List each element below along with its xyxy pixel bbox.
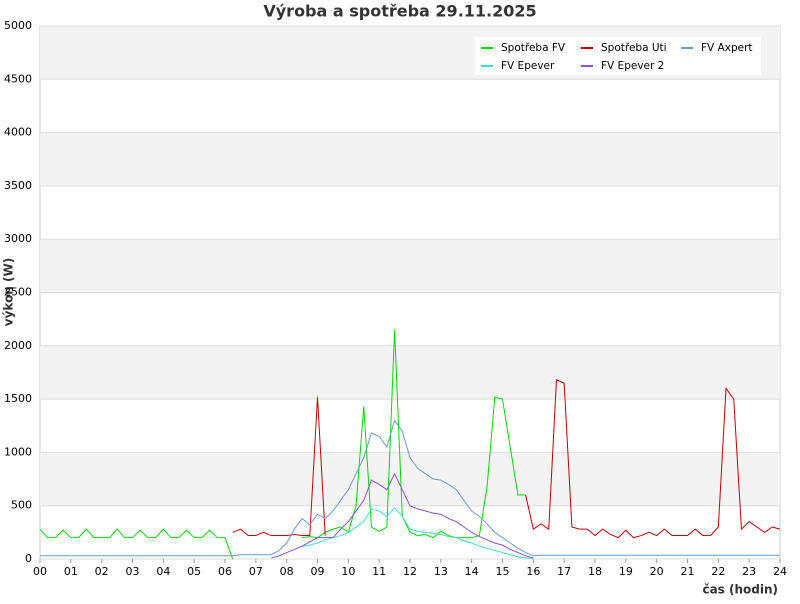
x-tick-label: 19 [619, 565, 633, 578]
x-tick-label: 01 [64, 565, 78, 578]
grid-band [40, 345, 780, 400]
series-line [302, 507, 534, 559]
x-tick-label: 06 [218, 565, 232, 578]
x-tick-label: 07 [249, 565, 263, 578]
y-tick-label: 1000 [4, 445, 32, 458]
x-tick-label: 15 [496, 565, 510, 578]
x-tick-label: 17 [557, 565, 571, 578]
x-tick-label: 20 [650, 565, 664, 578]
y-tick-label: 3000 [4, 232, 32, 245]
legend-label: FV Epever 2 [601, 60, 664, 72]
x-tick-label: 24 [773, 565, 787, 578]
y-axis-label: výkon (W) [2, 258, 16, 326]
y-tick-label: 0 [25, 552, 32, 565]
series-line [40, 419, 780, 557]
x-tick-label: 22 [711, 565, 725, 578]
x-tick-label: 23 [742, 565, 756, 578]
y-tick-label: 4500 [4, 72, 32, 85]
legend-label: Spotřeba Uti [601, 42, 667, 54]
series-line [232, 379, 781, 539]
x-tick-label: 14 [465, 565, 479, 578]
x-tick-label: 10 [341, 565, 355, 578]
y-tick-label: 2500 [4, 286, 32, 299]
x-tick-label: 02 [95, 565, 109, 578]
y-tick-label: 4000 [4, 126, 32, 139]
legend-label: FV Axpert [701, 42, 753, 54]
chart-title: Výroba a spotřeba 29.11.2025 [263, 2, 536, 21]
x-axis-label: čas (hodin) [702, 583, 778, 597]
series-line [271, 472, 534, 559]
y-tick-label: 1500 [4, 392, 32, 405]
grid-band [40, 132, 780, 186]
x-tick-label: 16 [526, 565, 540, 578]
legend-label: FV Epever [501, 60, 555, 72]
series-line [39, 329, 526, 560]
grid-band [40, 239, 780, 293]
x-tick-label: 12 [403, 565, 417, 578]
legend-box [475, 37, 761, 75]
x-tick-label: 05 [187, 565, 201, 578]
x-tick-label: 00 [33, 565, 47, 578]
grid-band [40, 452, 780, 506]
x-tick-label: 21 [681, 565, 695, 578]
x-tick-label: 09 [311, 565, 325, 578]
x-tick-label: 18 [588, 565, 602, 578]
x-tick-label: 04 [156, 565, 170, 578]
x-tick-label: 13 [434, 565, 448, 578]
y-tick-label: 3500 [4, 179, 32, 192]
legend-label: Spotřeba FV [501, 42, 566, 54]
x-tick-label: 11 [372, 565, 386, 578]
x-tick-label: 03 [126, 565, 140, 578]
x-tick-label: 08 [280, 565, 294, 578]
y-tick-label: 2000 [4, 339, 32, 352]
y-tick-label: 500 [11, 499, 32, 512]
y-tick-label: 5000 [4, 19, 32, 32]
